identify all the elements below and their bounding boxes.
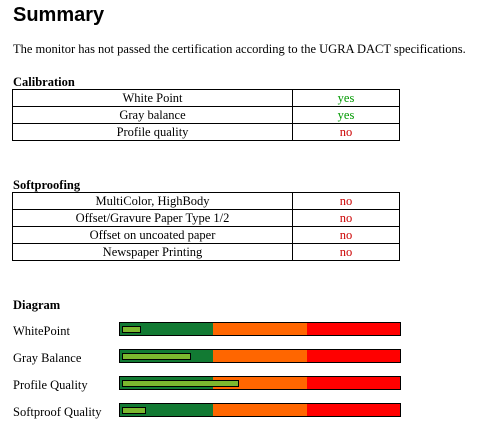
bar-zone: [306, 350, 400, 362]
bar-zone: [306, 377, 400, 389]
test-name: Profile quality: [12, 123, 293, 141]
test-result: yes: [292, 89, 400, 107]
test-result: no: [292, 123, 400, 141]
bar-zone: [306, 323, 400, 335]
quality-bar: [119, 376, 401, 390]
test-name: Offset on uncoated paper: [12, 226, 293, 244]
diagram-label: Gray Balance: [13, 351, 82, 365]
section-heading: Calibration: [13, 75, 75, 89]
table-row: Offset on uncoated paper no: [12, 226, 400, 244]
quality-level: [122, 326, 141, 333]
table-row: Gray balance yes: [12, 106, 400, 124]
quality-level: [122, 407, 147, 414]
table-row: MultiColor, HighBody no: [12, 192, 400, 210]
diagram-label: Softproof Quality: [13, 405, 102, 419]
test-result: no: [292, 243, 400, 261]
test-result: yes: [292, 106, 400, 124]
test-name: Offset/Gravure Paper Type 1/2: [12, 209, 293, 227]
summary-text: The monitor has not passed the certifica…: [13, 42, 466, 56]
table-row: White Point yes: [12, 89, 400, 107]
test-result: no: [292, 192, 400, 210]
bar-zone: [306, 404, 400, 416]
test-result: no: [292, 226, 400, 244]
test-name: MultiColor, HighBody: [12, 192, 293, 210]
bar-zone: [213, 350, 307, 362]
quality-level: [122, 380, 239, 387]
quality-bar: [119, 403, 401, 417]
bar-zone: [213, 404, 307, 416]
bar-zone: [213, 323, 307, 335]
table-row: Newspaper Printing no: [12, 243, 400, 261]
table-row: Offset/Gravure Paper Type 1/2 no: [12, 209, 400, 227]
test-name: White Point: [12, 89, 293, 107]
quality-level: [122, 353, 192, 360]
diagram-label: WhitePoint: [13, 324, 70, 338]
title: Summary: [13, 4, 105, 26]
section-heading: Softproofing: [13, 178, 81, 192]
test-name: Gray balance: [12, 106, 293, 124]
bar-zone: [120, 323, 214, 335]
calibration-table: White Point yes Gray balance yes Profile qua…: [12, 89, 400, 141]
test-name: Newspaper Printing: [12, 243, 293, 261]
test-result: no: [292, 209, 400, 227]
section-heading: Diagram: [13, 298, 61, 312]
quality-bar: [119, 322, 401, 336]
softproofing-table: MultiColor, HighBody no Offset/Gravure Pap…: [12, 192, 400, 261]
table-row: Profile quality no: [12, 123, 400, 141]
quality-bar: [119, 349, 401, 363]
diagram-label: Profile Quality: [13, 378, 88, 392]
